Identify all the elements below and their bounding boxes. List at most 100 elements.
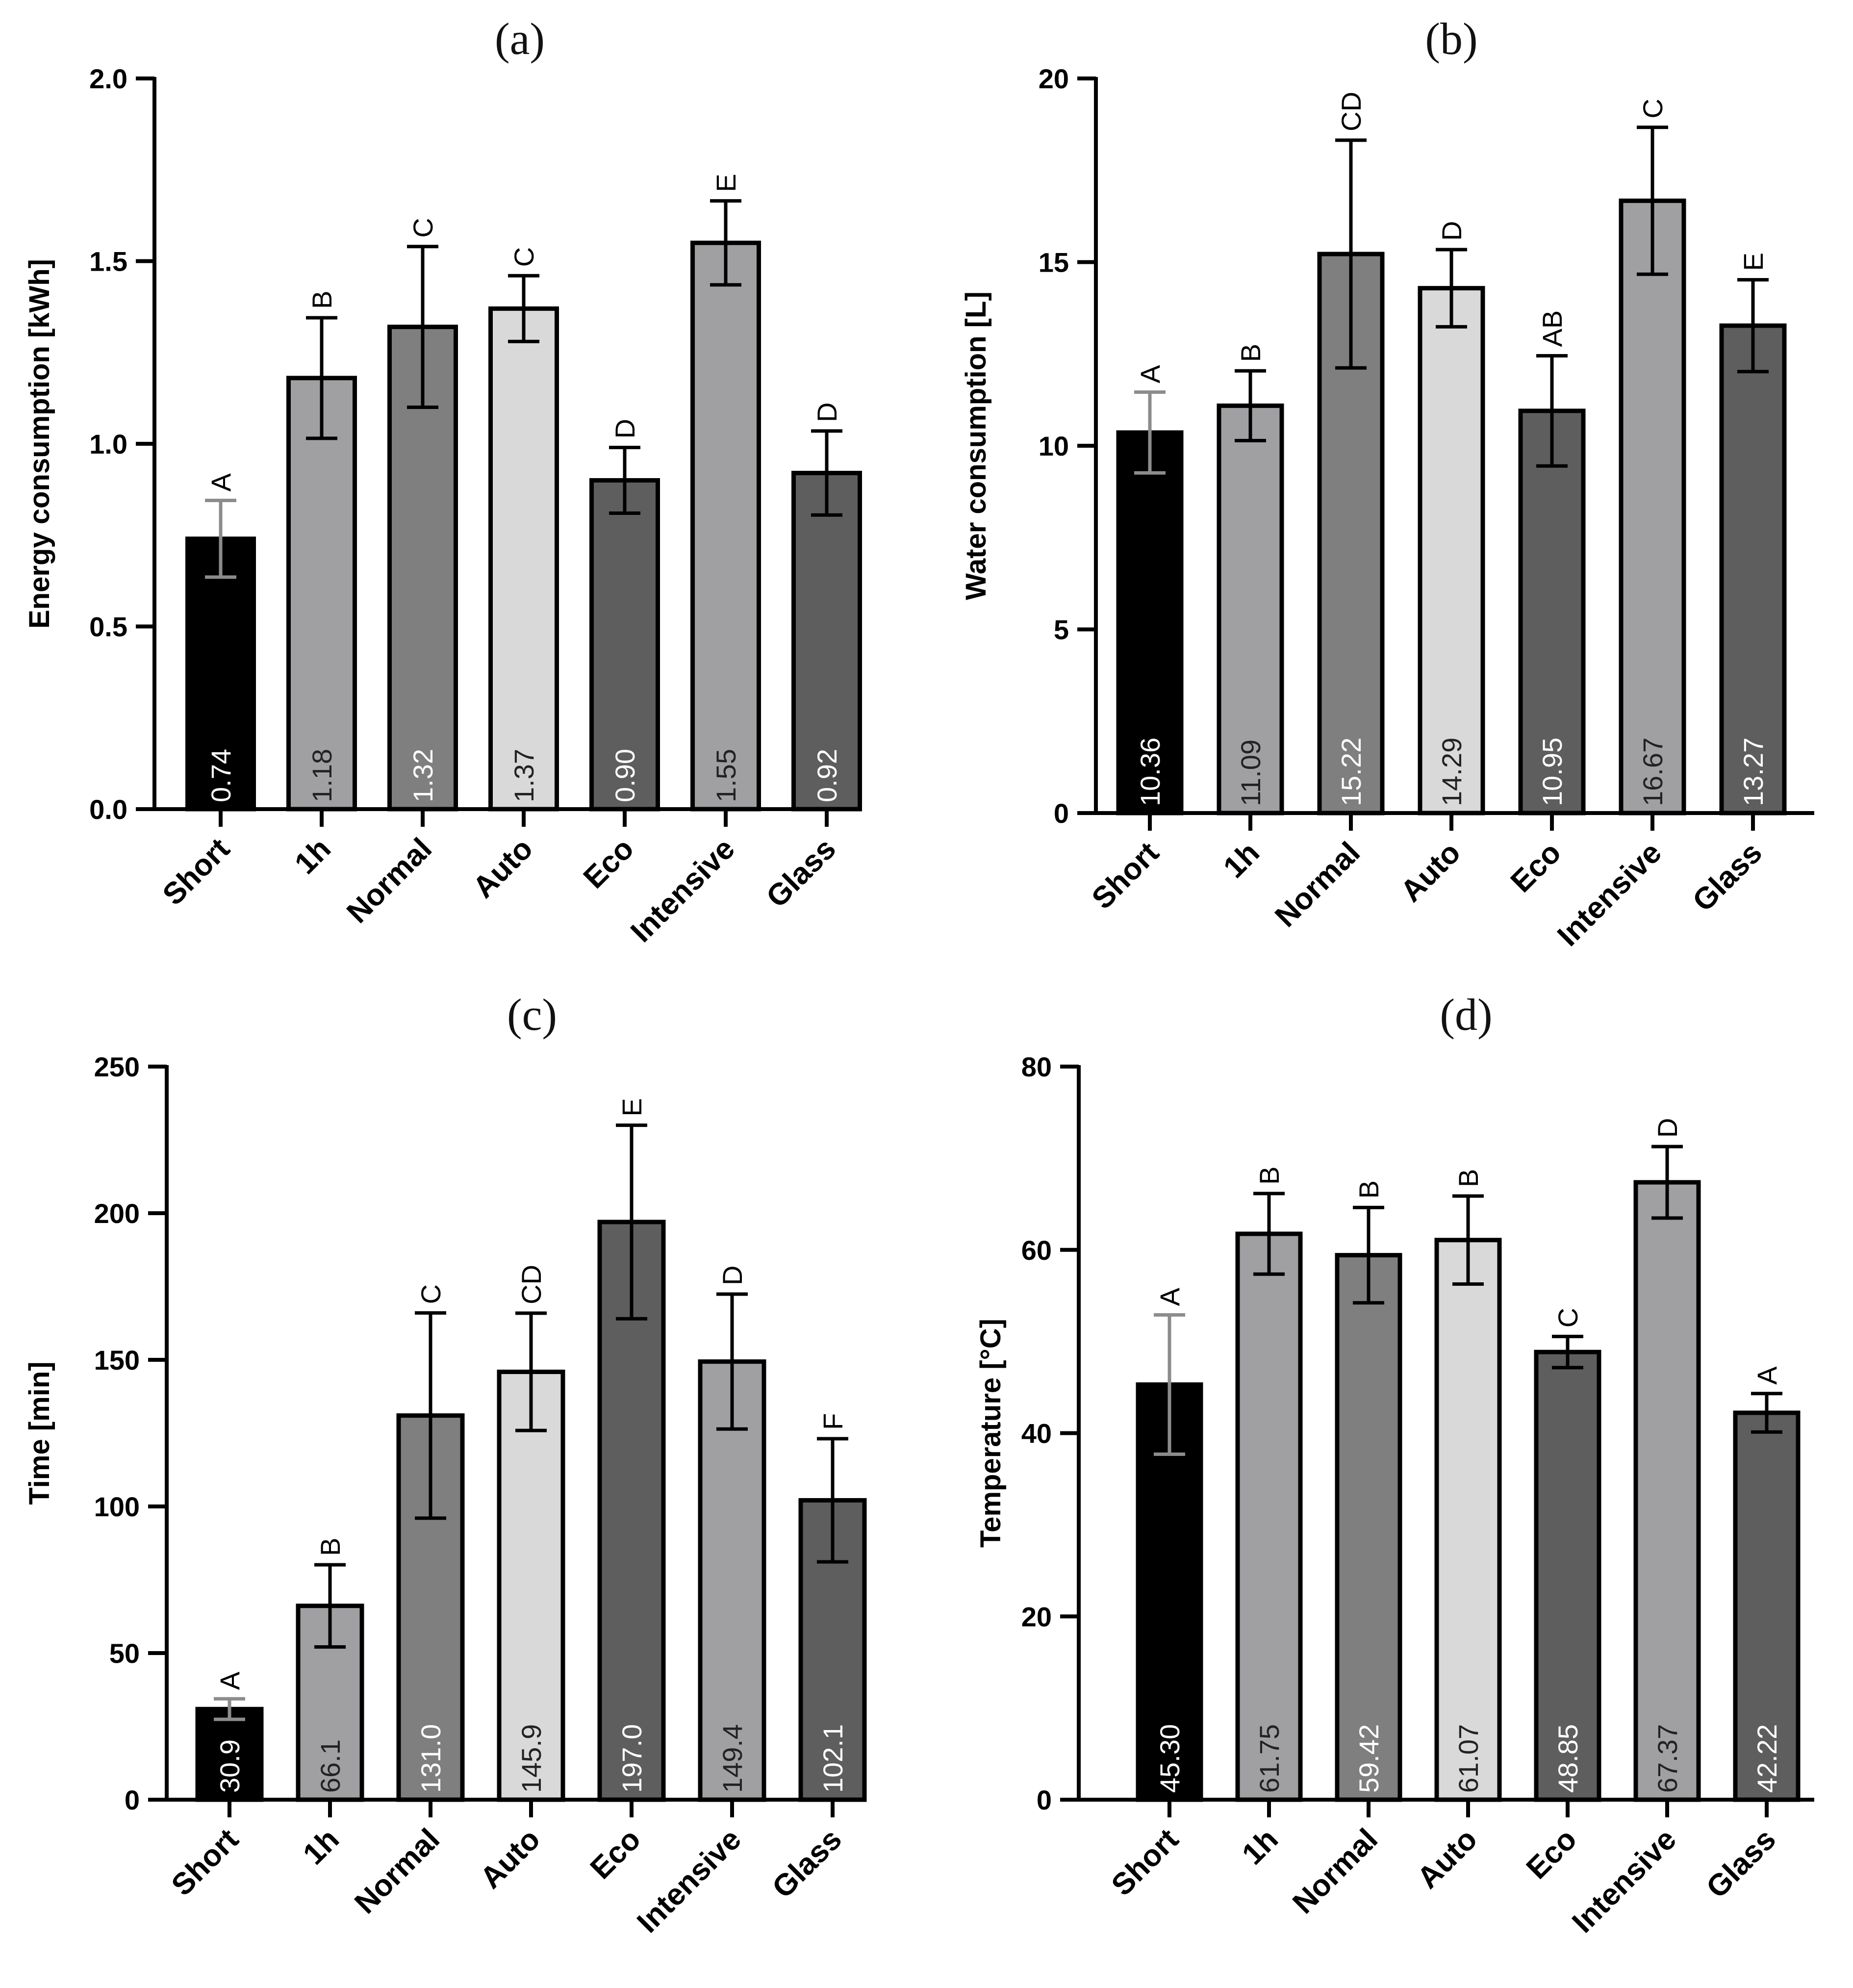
panel-2: (b) Water consumption [L] 0 5 10 15 20 A 10.36 Sh… [960,14,1814,953]
x-tick-label: Intensive [631,1822,748,1939]
significance-letter: B [315,1538,346,1556]
y-tick-label: 1.5 [89,246,127,277]
bar-1h [1235,1231,1303,1802]
value-label: 13.27 [1738,738,1769,806]
significance-letter: D [717,1266,748,1285]
significance-letter: C [1552,1308,1583,1327]
value-label: 1.55 [711,749,741,802]
value-label: 149.4 [717,1724,748,1793]
significance-letter: B [1453,1169,1484,1187]
x-tick-label: Eco [577,832,640,895]
y-tick-label: 0 [1054,798,1069,829]
x-tick-label: Short [1105,1822,1185,1902]
significance-letter: C [415,1284,446,1304]
panel-title: (b) [1425,14,1477,64]
bar-auto [1434,1238,1502,1802]
y-tick-label: 20 [1021,1601,1052,1632]
value-label: 59.42 [1353,1724,1384,1793]
y-axis-label: Time [min] [24,1361,55,1504]
value-label: 61.75 [1254,1724,1285,1793]
value-label: 11.09 [1235,739,1266,806]
value-label: 10.95 [1537,738,1568,806]
significance-letter: D [812,402,842,422]
value-label: 145.9 [516,1724,547,1793]
value-label: 67.37 [1652,1724,1683,1793]
y-tick-label: 10 [1039,431,1069,461]
significance-letter: E [711,174,741,192]
x-tick-label: Glass [760,832,842,914]
y-tick-label: 150 [94,1345,140,1376]
x-tick-label: Intensive [624,832,741,949]
y-tick-label: 50 [109,1638,140,1669]
y-tick-label: 200 [94,1198,140,1229]
x-tick-label: Short [1086,836,1166,916]
bar-glass [1733,1410,1801,1802]
significance-letter: B [1254,1166,1285,1184]
value-label: 42.22 [1751,1724,1782,1793]
y-tick-label: 1.0 [89,429,127,459]
x-tick-label: Glass [1700,1822,1782,1905]
y-tick-label: 20 [1039,63,1069,94]
x-tick-label: Short [165,1822,245,1902]
y-tick-label: 100 [94,1491,140,1522]
y-axis-label: Water consumption [L] [960,291,992,600]
x-tick-label: Auto [466,832,539,905]
panel-3: (c) Time [min] 0 50 100 150 200 250 A 30.9 Short B 6… [24,990,867,1939]
significance-letter: A [205,473,236,491]
x-tick-label: Normal [340,832,438,930]
value-label: 0.74 [205,749,236,802]
x-tick-label: Normal [348,1822,446,1920]
x-tick-label: 1h [1217,836,1266,885]
value-label: 66.1 [315,1739,346,1793]
significance-letter: D [1436,221,1467,241]
significance-letter: E [616,1098,647,1116]
x-tick-label: Normal [1286,1822,1384,1920]
significance-letter: F [817,1413,848,1430]
y-tick-label: 0 [1037,1784,1052,1815]
value-label: 61.07 [1453,1724,1484,1793]
significance-letter: A [1154,1287,1185,1306]
bar-intensive [690,240,761,812]
value-label: 48.85 [1552,1724,1583,1793]
significance-letter: A [214,1671,245,1690]
x-tick-label: Glass [1686,836,1769,918]
value-label: 10.36 [1135,738,1166,806]
value-label: 45.30 [1154,1724,1185,1793]
significance-letter: AB [1537,310,1568,347]
y-tick-label: 0.0 [89,794,127,825]
x-tick-label: Eco [1520,1822,1583,1886]
significance-letter: A [1135,365,1166,383]
significance-letter: B [1235,344,1266,362]
value-label: 1.37 [508,749,539,802]
x-tick-label: 1h [1236,1822,1285,1871]
significance-letter: E [1738,253,1769,271]
panel-4: (d) Temperature [°C] 0 20 40 60 80 A 45.30 Short B… [975,990,1814,1939]
bar-intensive [1633,1180,1701,1802]
x-tick-label: 1h [297,1822,346,1871]
x-tick-label: Auto [1411,1822,1484,1895]
bar-glass [791,471,862,812]
y-axis-label: Temperature [°C] [975,1319,1007,1548]
significance-letter: B [1353,1180,1384,1198]
x-tick-label: Glass [766,1822,848,1905]
significance-letter: CD [1336,92,1367,131]
significance-letter: D [1652,1118,1683,1138]
x-tick-label: Auto [1394,836,1467,909]
y-tick-label: 0 [125,1784,140,1815]
y-tick-label: 250 [94,1051,140,1082]
y-axis-label: Energy consumption [kWh] [24,259,55,629]
value-label: 1.32 [407,749,438,802]
significance-letter: B [306,291,337,309]
value-label: 197.0 [616,1724,647,1793]
x-tick-label: Eco [1504,836,1568,899]
panel-title: (d) [1440,990,1492,1040]
bar-eco [1534,1350,1601,1802]
x-tick-label: Intensive [1566,1822,1683,1939]
panel-1: (a) Energy consumption [kWh] 0.0 0.5 1.0 1.5 2… [24,14,862,949]
bar-1h [1217,403,1284,816]
value-label: 0.90 [609,749,640,802]
value-label: 30.9 [214,1739,245,1793]
y-tick-label: 80 [1021,1051,1052,1082]
bar-intensive [1619,198,1686,816]
